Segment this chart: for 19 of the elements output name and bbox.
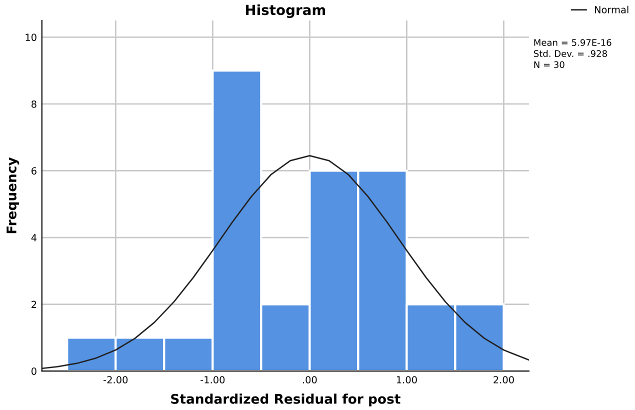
text: Mean = 5.97E-16 <box>534 39 612 46</box>
y-tick-label: 6 <box>32 167 36 175</box>
y-axis-title: Frequency <box>6 157 20 234</box>
x-tick-label: .00 <box>302 376 317 384</box>
chart-title: Histogram <box>246 4 326 18</box>
x-axis-title: Standardized Residual for post <box>171 394 400 406</box>
text: Std. Dev. = .928 <box>534 50 607 58</box>
x-tick-label: 1.00 <box>396 376 417 384</box>
y-tick-label: 8 <box>32 100 36 108</box>
y-tick-label: 4 <box>31 234 37 242</box>
x-tick-label: -2.00 <box>104 376 128 384</box>
y-tick-label: 10 <box>26 34 36 42</box>
y-tick-label: 2 <box>32 300 36 308</box>
x-tick-label: 2.00 <box>494 376 514 384</box>
y-tick-label: 0 <box>32 368 36 375</box>
text: N = 30 <box>534 61 564 68</box>
legend-label: Normal <box>594 6 628 14</box>
x-tick-label: -1.00 <box>200 376 225 384</box>
line-series <box>42 155 529 370</box>
